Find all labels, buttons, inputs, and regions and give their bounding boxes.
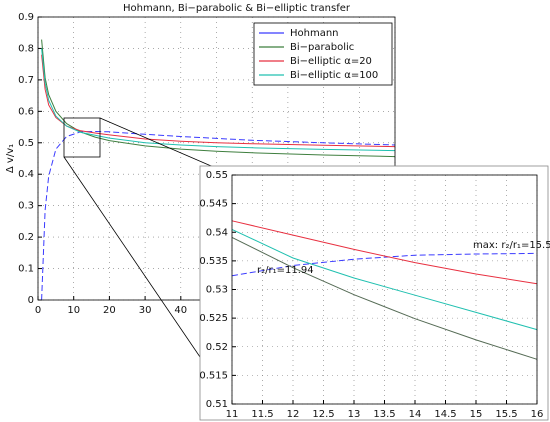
series-line: [41, 130, 396, 301]
x-tick-label: 13: [348, 409, 361, 420]
x-tick-label: 12.5: [312, 409, 334, 420]
y-tick-label: 0.9: [18, 12, 34, 23]
zoom-connector: [99, 117, 233, 176]
x-tick-label: 0: [35, 305, 41, 316]
series-line: [231, 236, 538, 360]
x-tick-label: 40: [174, 305, 187, 316]
x-tick-label: 20: [103, 305, 116, 316]
series-line: [41, 54, 396, 148]
x-tick-label: 15.5: [495, 409, 517, 420]
y-tick-label: 0.52: [206, 342, 228, 353]
legend-label: Bi−elliptic α=20: [290, 56, 372, 67]
y-tick-label: 0.4: [18, 169, 34, 180]
zoom-box: [63, 117, 101, 158]
legend-label: Bi−elliptic α=100: [290, 70, 378, 81]
y-tick-label: 0.515: [199, 370, 228, 381]
x-tick-label: 11: [226, 409, 239, 420]
legend-label: Bi−parabolic: [290, 42, 354, 53]
x-tick-label: 14: [409, 409, 422, 420]
x-tick-label: 11.5: [251, 409, 273, 420]
series-line: [41, 39, 396, 158]
series-line: [231, 252, 538, 277]
x-tick-label: 30: [139, 305, 152, 316]
plot-frame: [231, 174, 538, 405]
y-tick-label: 0.6: [18, 106, 34, 117]
x-tick-label: 16: [531, 409, 544, 420]
y-tick-label: 0.2: [18, 232, 34, 243]
annotation: r₂/r₁=11.94: [257, 265, 314, 276]
y-axis-label: Δ v/v₁: [5, 144, 16, 173]
series-line: [41, 48, 396, 152]
y-tick-label: 0.53: [206, 285, 228, 296]
y-tick-label: 0.51: [206, 399, 228, 410]
y-tick-label: 0.5: [18, 138, 34, 149]
annotation: max: r₂/r₁=15.58: [473, 240, 550, 251]
x-tick-label: 10: [67, 305, 80, 316]
y-tick-label: 0.3: [18, 201, 34, 212]
series-line: [231, 220, 538, 285]
x-tick-label: 14.5: [434, 409, 456, 420]
y-tick-label: 0.535: [199, 256, 228, 267]
y-tick-label: 0.525: [199, 313, 228, 324]
x-tick-label: 12: [287, 409, 300, 420]
x-tick-label: 13.5: [373, 409, 395, 420]
y-tick-label: 0: [28, 295, 34, 306]
y-tick-label: 0.54: [206, 227, 228, 238]
y-tick-label: 0.55: [206, 170, 228, 181]
legend-label: Hohmann: [290, 28, 339, 39]
y-tick-label: 0.545: [199, 199, 228, 210]
chart-title: Hohmann, Bi−parabolic & Bi−elliptic tran…: [123, 3, 351, 14]
y-tick-label: 0.1: [18, 264, 34, 275]
y-tick-label: 0.8: [18, 43, 34, 54]
series-line: [231, 228, 538, 331]
x-tick-label: 15: [470, 409, 483, 420]
y-tick-label: 0.7: [18, 75, 34, 86]
